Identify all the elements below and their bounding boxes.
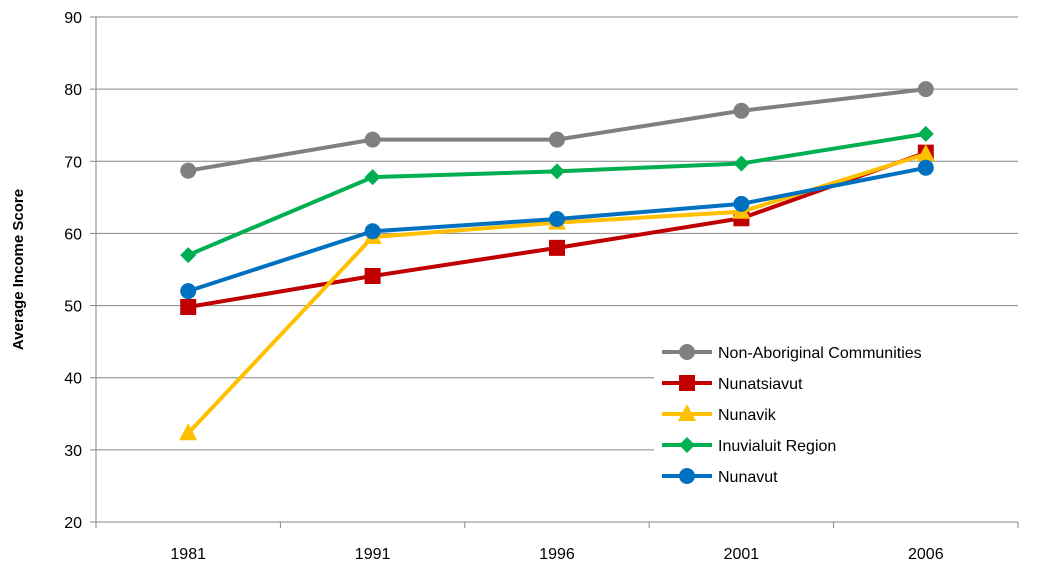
data-point-non-aboriginal-communities [733,102,750,119]
data-point-non-aboriginal-communities [549,131,565,148]
data-point-inuvialuit-region [917,125,934,142]
series-nunavut [180,159,934,300]
series-non-aboriginal-communities [180,81,934,179]
y-tick-label: 90 [64,10,82,27]
x-tick-label: 1991 [355,546,391,563]
data-point-inuvialuit-region [364,169,381,186]
data-point-nunavik [179,423,198,441]
legend-label: Nunavut [718,469,778,486]
legend-item-non-aboriginal-communities: Non-Aboriginal Communities [662,344,922,362]
data-point-nunavut [733,195,750,212]
data-point-nunatsiavut [549,239,565,256]
legend-item-nunavut: Nunavut [662,468,778,486]
legend-label: Nunatsiavut [718,376,803,393]
data-point-nunavik [916,144,935,162]
y-tick-label: 80 [64,82,82,99]
y-tick-label: 50 [64,299,82,316]
data-point-nunavut [364,223,381,240]
series-lines [179,81,935,441]
data-point-nunavut [549,211,565,227]
y-axis-label: Average Income Score [10,189,27,350]
data-point-nunatsiavut [180,299,197,316]
legend-marker [679,437,695,453]
x-tick-label: 2001 [724,546,760,563]
legend-item-nunatsiavut: Nunatsiavut [662,375,803,393]
data-point-non-aboriginal-communities [364,131,381,148]
series-line-non-aboriginal-communities [187,87,927,173]
data-point-nunatsiavut [364,267,381,284]
x-tick-label: 2006 [908,546,944,563]
legend-background [654,333,1024,494]
data-point-inuvialuit-region [180,247,197,264]
y-tick-label: 60 [64,226,82,243]
legend-label: Inuvialuit Region [718,438,836,455]
legend-marker [678,404,696,421]
data-point-non-aboriginal-communities [917,81,934,98]
legend-label: Nunavik [718,407,777,424]
legend: Non-Aboriginal Communities Nunatsiavut Nun… [662,344,922,486]
legend-marker [679,468,695,484]
y-tick-label: 20 [64,515,82,532]
x-tick-label: 1996 [539,546,575,563]
legend-marker [679,344,695,360]
data-point-inuvialuit-region [733,155,750,172]
y-tick-label: 70 [64,154,82,171]
legend-marker [679,375,695,391]
legend-item-nunavik: Nunavik [662,404,777,424]
data-point-inuvialuit-region [549,163,565,180]
legend-item-inuvialuit-region: Inuvialuit Region [662,437,836,455]
y-tick-label: 30 [64,443,82,460]
data-point-nunavut [917,159,934,176]
series-inuvialuit-region [180,125,934,264]
legend-label: Non-Aboriginal Communities [718,345,922,362]
x-tick-label: 1981 [170,546,206,563]
axes: 20 30 40 50 60 70 80 90 1981 1991 1996 2001 2006 [64,10,1019,563]
data-point-nunavut [180,283,197,300]
y-tick-label: 40 [64,371,82,388]
data-point-non-aboriginal-communities [180,162,197,179]
